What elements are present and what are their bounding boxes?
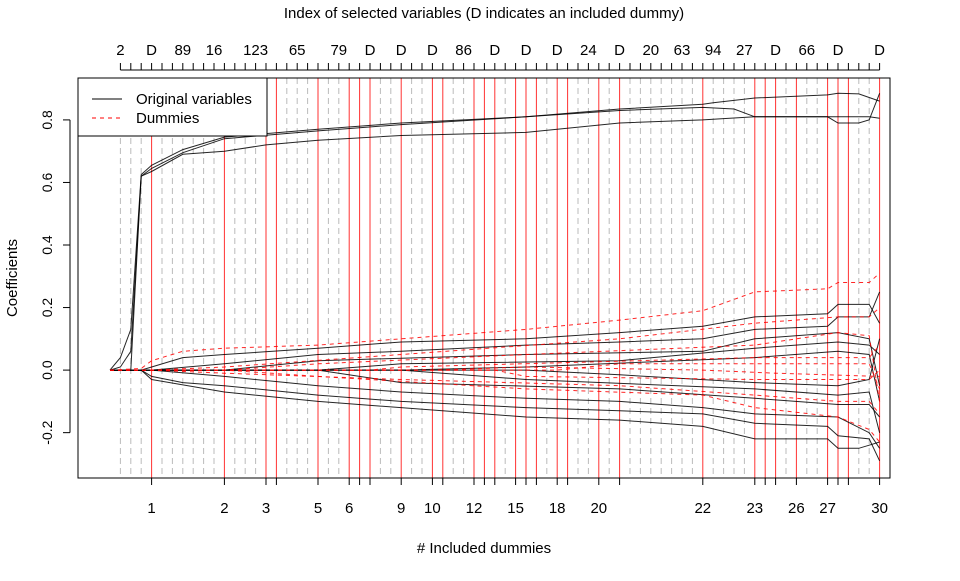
top-tick-label: 2 bbox=[116, 42, 124, 59]
top-tick-label: D bbox=[770, 42, 781, 59]
top-tick-label: D bbox=[833, 42, 844, 59]
bottom-tick-label: 26 bbox=[788, 500, 805, 517]
top-tick-label: 24 bbox=[580, 42, 597, 59]
top-tick-label: 65 bbox=[289, 42, 306, 59]
y-tick-label: 0.2 bbox=[39, 298, 55, 318]
top-tick-label: D bbox=[552, 42, 563, 59]
y-tick-label: -0.2 bbox=[39, 420, 55, 444]
bottom-tick-label: 5 bbox=[314, 500, 322, 517]
chart-title: Index of selected variables (D indicates… bbox=[284, 5, 684, 22]
top-tick-label: 94 bbox=[705, 42, 722, 59]
bottom-tick-label: 10 bbox=[424, 500, 441, 517]
y-axis: -0.2 0.0 0.2 0.4 0.6 0.8 bbox=[39, 110, 71, 445]
top-tick-label: D bbox=[521, 42, 532, 59]
bottom-tick-label: 9 bbox=[397, 500, 405, 517]
dummy-coefficient-line bbox=[110, 363, 881, 390]
bottom-tick-label: 23 bbox=[746, 500, 763, 517]
original-coefficient-line bbox=[110, 341, 880, 371]
bottom-tick-label: 22 bbox=[694, 500, 711, 517]
original-coefficient-line bbox=[110, 369, 881, 462]
bottom-tick-label: 15 bbox=[507, 500, 524, 517]
coefficient-lines bbox=[109, 92, 881, 462]
top-tick-label: 27 bbox=[736, 42, 753, 59]
bottom-tick-label: 18 bbox=[549, 500, 566, 517]
legend-label-original: Original variables bbox=[136, 91, 252, 108]
top-tick-label: 20 bbox=[642, 42, 659, 59]
top-tick-label: D bbox=[396, 42, 407, 59]
bottom-tick-label: 20 bbox=[590, 500, 607, 517]
top-tick-label: 86 bbox=[455, 42, 472, 59]
dummy-coefficient-line bbox=[110, 307, 880, 371]
bottom-tick-label: 12 bbox=[466, 500, 483, 517]
bottom-tick-label: 3 bbox=[262, 500, 270, 517]
original-coefficient-line bbox=[110, 332, 881, 386]
bottom-tick-label: 1 bbox=[147, 500, 155, 517]
legend-box bbox=[77, 77, 268, 137]
top-tick-label: 89 bbox=[174, 42, 191, 59]
top-tick-label: D bbox=[427, 42, 438, 59]
top-tick-label: 63 bbox=[674, 42, 691, 59]
y-tick-label: 0.4 bbox=[39, 235, 55, 255]
y-tick-label: 0.6 bbox=[39, 173, 55, 193]
top-tick-label: 79 bbox=[330, 42, 347, 59]
y-axis-label: Coefficients bbox=[4, 239, 21, 317]
bottom-tick-label: 27 bbox=[819, 500, 836, 517]
y-tick-label: 0.0 bbox=[39, 360, 55, 380]
top-axis: 2 D 89 16 123 65 79 D D D 86 D D D 24 D 20 63 94 27 D 66 D D bbox=[116, 42, 885, 71]
y-tick-label: 0.8 bbox=[39, 110, 55, 130]
top-tick-label: D bbox=[489, 42, 500, 59]
legend-label-dummies: Dummies bbox=[136, 110, 199, 127]
dummy-coefficient-line bbox=[110, 369, 880, 443]
step-gridlines bbox=[119, 78, 881, 478]
dummy-coefficient-line bbox=[110, 332, 881, 402]
dummy-coefficient-line bbox=[110, 366, 880, 377]
top-tick-label: D bbox=[874, 42, 885, 59]
x-axis-label: # Included dummies bbox=[417, 540, 551, 557]
top-tick-label: 66 bbox=[798, 42, 815, 59]
top-tick-label: D bbox=[365, 42, 376, 59]
original-coefficient-line bbox=[110, 369, 880, 449]
legend: Original variables Dummies bbox=[77, 77, 268, 137]
top-tick-label: D bbox=[614, 42, 625, 59]
dummy-coefficient-line bbox=[110, 369, 880, 415]
bottom-tick-label: 30 bbox=[871, 500, 888, 517]
top-tick-label: 16 bbox=[206, 42, 223, 59]
original-coefficient-line bbox=[110, 116, 880, 371]
top-tick-label: 123 bbox=[243, 42, 268, 59]
bottom-axis: 1 2 3 5 6 9 10 12 15 18 20 22 23 26 27 30 bbox=[147, 477, 888, 517]
original-coefficient-line bbox=[110, 303, 881, 371]
original-coefficient-line bbox=[110, 369, 880, 418]
bottom-tick-label: 6 bbox=[345, 500, 353, 517]
top-tick-label: D bbox=[146, 42, 157, 59]
bottom-tick-label: 2 bbox=[220, 500, 228, 517]
